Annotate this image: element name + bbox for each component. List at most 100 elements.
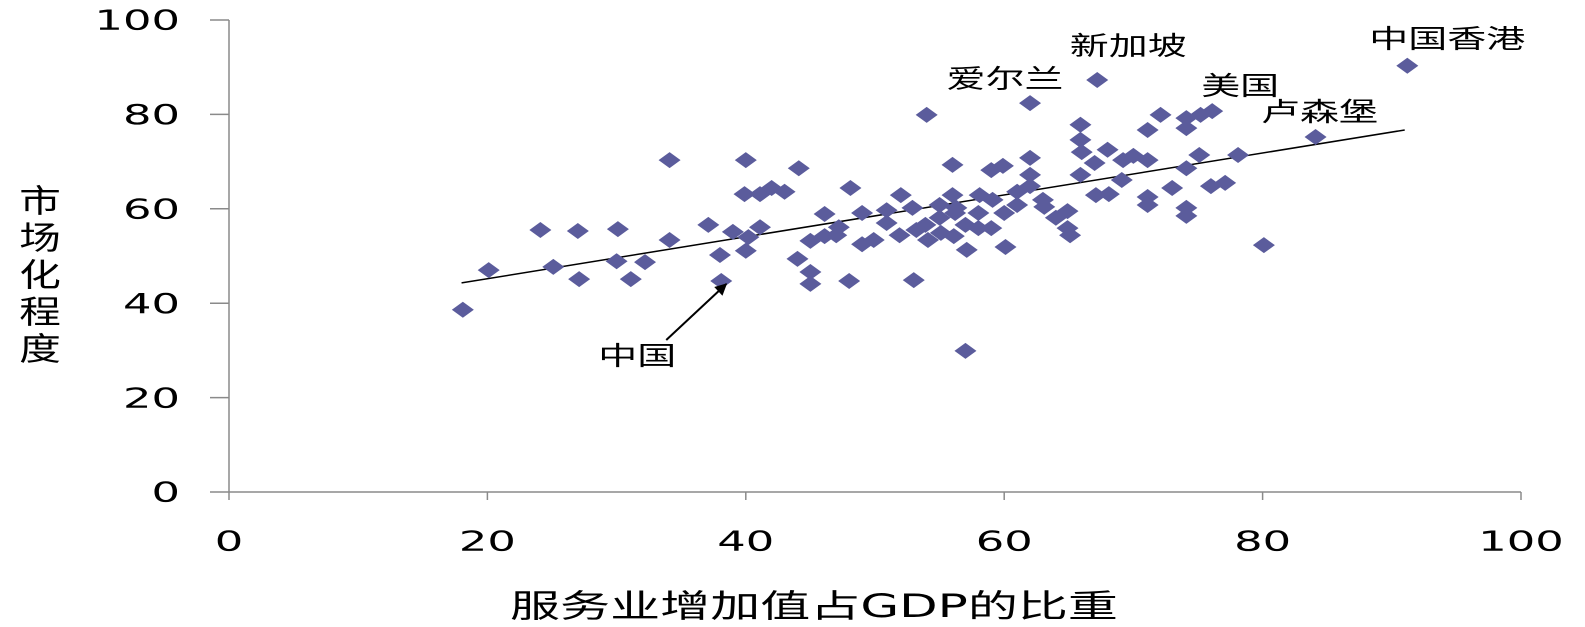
- data-point: [981, 191, 1004, 208]
- data-point: [1136, 189, 1159, 205]
- data-point: [568, 271, 591, 288]
- data-point: [967, 205, 990, 222]
- data-point: [1069, 131, 1092, 148]
- data-point: [1396, 57, 1419, 74]
- data-point: [1059, 227, 1082, 244]
- x-tick-label: 60: [976, 525, 1033, 558]
- y-tick-label: 100: [95, 4, 180, 37]
- data-point: [605, 253, 628, 270]
- data-point: [851, 205, 874, 222]
- data-point: [1096, 141, 1119, 158]
- annotation-label: 中国香港: [1369, 25, 1525, 55]
- data-point: [658, 231, 681, 248]
- data-point: [529, 222, 552, 239]
- y-axis-label-char: 程: [19, 293, 61, 330]
- data-point: [1175, 160, 1198, 177]
- data-point: [1019, 178, 1042, 195]
- data-point: [813, 205, 836, 222]
- data-point: [928, 197, 951, 214]
- y-axis-label-char: 市: [19, 182, 61, 219]
- data-point: [955, 241, 978, 258]
- data-point: [1019, 149, 1042, 166]
- data-point: [542, 258, 565, 275]
- y-tick-label: 60: [123, 192, 180, 225]
- data-point: [1056, 203, 1079, 220]
- data-point: [1149, 106, 1172, 123]
- data-point: [1201, 103, 1224, 120]
- data-point: [1086, 71, 1109, 88]
- data-point: [991, 157, 1014, 174]
- x-tick-label: 20: [459, 525, 516, 558]
- annotation-label: 中国: [598, 342, 676, 372]
- data-point: [477, 262, 500, 279]
- data-point: [954, 342, 977, 359]
- data-point: [786, 250, 809, 267]
- data-point: [945, 199, 968, 216]
- annotation-label: 卢森堡: [1261, 98, 1378, 128]
- data-point: [916, 231, 939, 248]
- data-point: [697, 216, 720, 233]
- data-point: [749, 219, 772, 236]
- data-point: [902, 272, 925, 289]
- data-point: [941, 156, 964, 173]
- data-point: [737, 229, 760, 246]
- data-point: [1175, 207, 1198, 224]
- data-point: [827, 219, 850, 236]
- data-point: [1019, 166, 1042, 183]
- data-point: [901, 199, 924, 216]
- x-tick-label: 100: [1478, 525, 1563, 558]
- data-point: [1006, 197, 1029, 214]
- y-axis-label-char: 场: [19, 219, 61, 256]
- data-point: [710, 273, 733, 290]
- data-point: [1069, 116, 1092, 133]
- data-point: [1214, 174, 1237, 191]
- axes: 0 20 40 60 80 100 0 20 40 60 80 100: [95, 4, 1564, 558]
- x-tick-label: 80: [1234, 525, 1291, 558]
- data-point: [1175, 199, 1198, 216]
- data-point: [773, 183, 796, 200]
- y-tick-label: 20: [123, 381, 180, 414]
- data-point: [905, 222, 928, 239]
- data-point: [734, 152, 757, 169]
- data-point: [733, 186, 756, 203]
- data-point: [1161, 180, 1184, 197]
- data-point: [1136, 121, 1159, 138]
- annotation-arrow: [665, 283, 728, 341]
- data-point: [994, 239, 1017, 256]
- data-point: [1110, 172, 1133, 189]
- data-point: [1069, 166, 1092, 183]
- data-point: [1175, 120, 1198, 137]
- data-point: [1019, 95, 1042, 112]
- data-point: [451, 301, 474, 318]
- annotation-label: 美国: [1201, 72, 1279, 102]
- data-point: [839, 180, 862, 197]
- data-point: [1227, 146, 1250, 163]
- annotation-label: 爱尔兰: [947, 65, 1064, 95]
- data-point: [721, 223, 744, 240]
- data-point: [566, 222, 589, 239]
- data-points: [451, 57, 1419, 359]
- data-point: [980, 220, 1003, 237]
- data-point: [889, 187, 912, 204]
- y-axis-label-char: 化: [19, 256, 61, 293]
- data-point: [915, 106, 938, 123]
- x-tick-label: 0: [215, 525, 244, 558]
- data-point: [875, 202, 898, 219]
- data-point: [799, 264, 822, 281]
- data-point: [1070, 144, 1093, 161]
- data-point: [875, 214, 898, 231]
- y-tick-label: 80: [123, 98, 180, 131]
- data-point: [1136, 152, 1159, 169]
- data-point: [606, 221, 629, 238]
- data-point: [862, 231, 885, 248]
- data-point: [1136, 197, 1159, 214]
- x-axis-label: 服务业增加值占GDP的比重: [510, 587, 1118, 625]
- data-point: [1083, 155, 1106, 172]
- data-point: [708, 247, 731, 264]
- data-point: [1252, 237, 1275, 254]
- data-point: [634, 254, 657, 271]
- data-point: [734, 242, 757, 259]
- data-point: [1084, 187, 1107, 204]
